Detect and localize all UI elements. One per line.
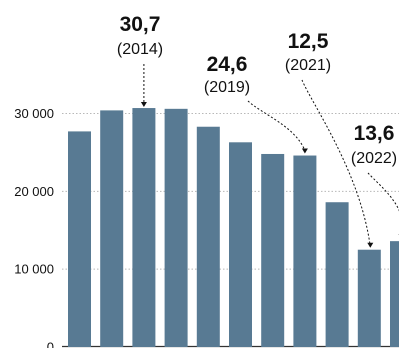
bar bbox=[132, 108, 156, 347]
y-tick-label: 0 bbox=[47, 340, 54, 348]
annotation-value: 13,6 bbox=[354, 122, 395, 145]
annotation-leader-line bbox=[367, 172, 399, 212]
bar bbox=[261, 153, 285, 347]
annotation-value: 30,7 bbox=[120, 13, 161, 36]
annotation-year: (2021) bbox=[285, 57, 331, 74]
annotation-arrowhead bbox=[367, 242, 374, 248]
y-axis: 0 10 000 20 000 30 000 bbox=[14, 106, 54, 348]
annotation-year: (2022) bbox=[351, 150, 397, 167]
bar bbox=[164, 108, 188, 347]
bar bbox=[229, 142, 252, 347]
annotation-year: (2014) bbox=[117, 41, 163, 58]
annotation-arrowhead bbox=[140, 102, 147, 108]
bar bbox=[357, 249, 381, 347]
y-tick-label: 30 000 bbox=[14, 106, 54, 121]
bar bbox=[196, 126, 220, 348]
annotation-value: 12,5 bbox=[288, 30, 329, 53]
annotation-year: (2019) bbox=[204, 79, 250, 96]
bar bbox=[325, 202, 349, 347]
annotation-value: 24,6 bbox=[207, 53, 248, 76]
y-tick-label: 20 000 bbox=[14, 184, 54, 199]
annotations: 30,7 (2014) 24,6 (2019) 12,5 (2021) 13,6 (2022) bbox=[117, 13, 399, 248]
bar bbox=[68, 131, 91, 347]
annotation-arrowhead bbox=[301, 148, 308, 154]
bar bbox=[390, 241, 399, 347]
bars bbox=[68, 108, 399, 348]
y-tick-label: 10 000 bbox=[14, 262, 54, 277]
bar bbox=[100, 110, 124, 348]
annotation-leader-line bbox=[301, 79, 371, 247]
annotation-leader-line bbox=[247, 100, 306, 151]
bar bbox=[293, 155, 317, 347]
